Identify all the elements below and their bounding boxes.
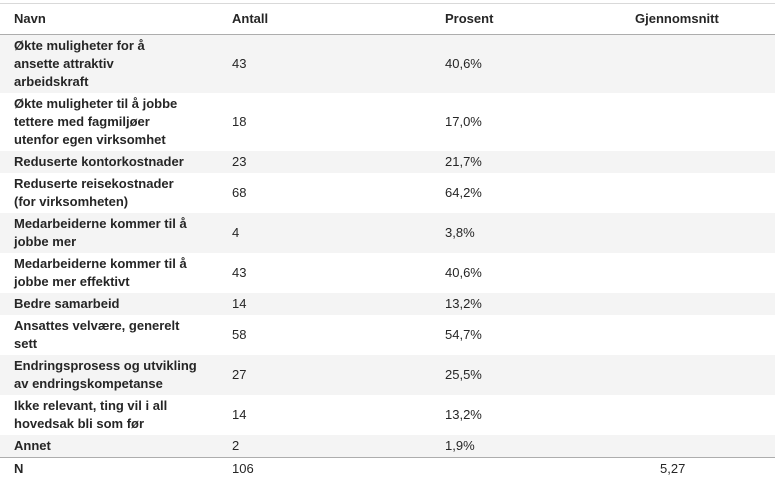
cell-antall: 14 (232, 296, 247, 311)
cell-antall: 27 (232, 367, 247, 382)
cell-prosent: 40,6% (445, 56, 482, 71)
table-row: Reduserte kontorkostnader 23 21,7% (0, 151, 775, 173)
cell-navn: Endringsprosess og utvikling av endringsk… (14, 358, 197, 391)
cell-prosent: 13,2% (445, 296, 482, 311)
column-header-prosent: Prosent (445, 11, 494, 26)
cell-antall: 43 (232, 56, 247, 71)
cell-prosent: 40,6% (445, 265, 482, 280)
table-body: Økte muligheter for å ansette attraktiv ar… (0, 35, 775, 480)
table-row: Endringsprosess og utvikling av endringsk… (0, 355, 775, 395)
cell-prosent: 1,9% (445, 438, 475, 453)
cell-navn: Medarbeiderne kommer til å jobbe mer (14, 216, 187, 249)
cell-antall: 4 (232, 225, 240, 240)
cell-navn: Økte muligheter for å ansette attraktiv ar… (14, 38, 145, 89)
cell-navn: N (14, 461, 24, 476)
table-row: Bedre samarbeid 14 13,2% (0, 293, 775, 315)
table-header-row: Navn Antall Prosent Gjennomsnitt (0, 3, 775, 35)
cell-prosent: 54,7% (445, 327, 482, 342)
cell-antall: 68 (232, 185, 247, 200)
cell-navn: Ansattes velvære, generelt sett (14, 318, 180, 351)
cell-antall: 43 (232, 265, 247, 280)
cell-prosent: 3,8% (445, 225, 475, 240)
column-header-gjennomsnitt: Gjennomsnitt (635, 11, 719, 26)
cell-prosent: 17,0% (445, 114, 482, 129)
cell-prosent: 64,2% (445, 185, 482, 200)
table-row: Økte muligheter for å ansette attraktiv ar… (0, 35, 775, 93)
table-row: Ikke relevant, ting vil i all hovedsak bl… (0, 395, 775, 435)
cell-antall: 58 (232, 327, 247, 342)
table-row: Medarbeiderne kommer til å jobbe mer effe… (0, 253, 775, 293)
cell-navn: Bedre samarbeid (14, 296, 120, 311)
cell-prosent: 25,5% (445, 367, 482, 382)
cell-antall: 106 (232, 461, 254, 476)
cell-antall: 2 (232, 438, 240, 453)
cell-navn: Økte muligheter til å jobbe tettere med f… (14, 96, 178, 147)
cell-antall: 18 (232, 114, 247, 129)
cell-navn: Medarbeiderne kommer til å jobbe mer effe… (14, 256, 187, 289)
column-header-navn: Navn (14, 11, 46, 26)
cell-navn: Reduserte kontorkostnader (14, 154, 184, 169)
table-row: Økte muligheter til å jobbe tettere med f… (0, 93, 775, 151)
cell-prosent: 21,7% (445, 154, 482, 169)
table-row: Annet 2 1,9% (0, 435, 775, 457)
cell-gjennomsnitt: 5,27 (660, 461, 686, 476)
cell-navn: Ikke relevant, ting vil i all hovedsak bl… (14, 398, 168, 431)
table-row: Reduserte reisekostnader (for virksomhete… (0, 173, 775, 213)
table-row: Medarbeiderne kommer til å jobbe mer 4 3,… (0, 213, 775, 253)
column-header-antall: Antall (232, 11, 269, 26)
cell-navn: Annet (14, 438, 51, 453)
cell-navn: Reduserte reisekostnader (for virksomhete… (14, 176, 174, 209)
cell-antall: 14 (232, 407, 247, 422)
cell-antall: 23 (232, 154, 247, 169)
cell-prosent: 13,2% (445, 407, 482, 422)
table-row: N 106 5,27 (0, 457, 775, 480)
table-row: Ansattes velvære, generelt sett 58 54,7% (0, 315, 775, 355)
